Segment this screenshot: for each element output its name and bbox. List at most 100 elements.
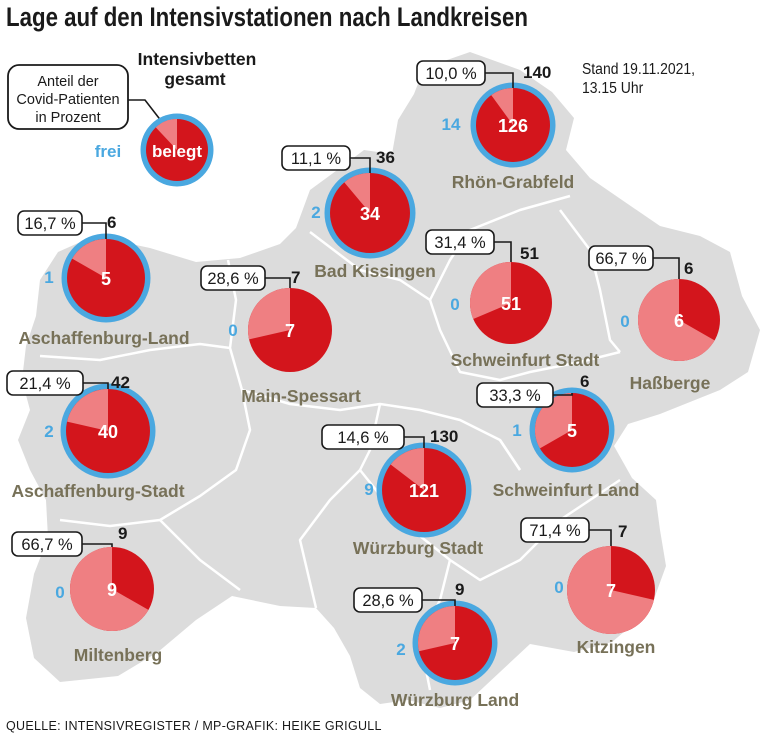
beds-free: 14 [442, 115, 461, 134]
district-border [39, 342, 231, 362]
covid-percent-box [520, 517, 590, 543]
covid-percent: 28,6 % [207, 270, 259, 288]
district-name: Schweinfurt Land [493, 480, 640, 500]
district-main-spessart: 28,6 % 7 7 0 Main-Spessart [200, 265, 361, 406]
date-stamp-line-2: 13.15 Uhr [582, 80, 644, 97]
leader-line [553, 393, 573, 396]
district-border [559, 209, 621, 353]
covid-percent: 33,3 % [489, 387, 541, 405]
date-stamp-line-1: Stand 19.11.2021, [582, 61, 695, 78]
legend-box-text: Covid-Patienten [16, 92, 119, 108]
district-name: Bad Kissingen [314, 261, 436, 281]
covid-percent-box [353, 587, 423, 613]
leader-line [350, 157, 371, 173]
pie-covid-slice [390, 448, 424, 490]
covid-percent-box [588, 245, 654, 271]
beds-occupied: 51 [501, 294, 521, 314]
pie-covid-slice [247, 288, 290, 340]
district-schweinfurt-land: 33,3 % 6 5 1 Schweinfurt Land [476, 372, 640, 500]
covid-percent-box [200, 265, 266, 291]
beds-occupied: 5 [101, 269, 111, 289]
beds-occupied: 126 [498, 116, 528, 136]
beds-total: 7 [291, 268, 300, 287]
district-rhön-grabfeld: 10,0 % 140 126 14 Rhön-Grabfeld [416, 60, 575, 192]
covid-percent: 71,4 % [529, 522, 581, 540]
district-name: Würzburg Stadt [353, 538, 483, 558]
leader-line [82, 543, 113, 547]
beds-occupied: 7 [450, 634, 460, 654]
district-kitzingen: 71,4 % 7 7 0 Kitzingen [520, 517, 655, 657]
district-name: Aschaffenburg-Land [18, 328, 189, 348]
covid-percent: 11,1 % [291, 150, 341, 168]
legend-title: Intensivbetten [138, 49, 257, 69]
covid-percent: 31,4 % [434, 234, 486, 252]
covid-percent-box [321, 424, 405, 450]
legend-box-text: Anteil der [37, 74, 98, 90]
pie-covid-slice [417, 606, 455, 652]
district-würzburg-stadt: 14,6 % 130 121 9 Würzburg Stadt [321, 424, 483, 558]
pie-covid-slice [638, 279, 715, 361]
beds-free: 2 [311, 203, 320, 222]
covid-percent-box [425, 229, 495, 255]
covid-percent-box [11, 531, 83, 557]
district-bad-kissingen: 11,1 % 36 34 2 Bad Kissingen [281, 145, 436, 281]
covid-percent-box [416, 60, 486, 86]
beds-free: 9 [364, 480, 373, 499]
district-haßberge: 66,7 % 6 6 0 Haßberge [588, 245, 720, 393]
pie-covid-slice [70, 547, 149, 631]
district-schweinfurt-stadt: 31,4 % 51 51 0 Schweinfurt Stadt [425, 229, 600, 370]
beds-total: 130 [430, 427, 458, 446]
beds-free: 0 [620, 312, 629, 331]
beds-free: 2 [44, 422, 53, 441]
district-name: Haßberge [630, 373, 711, 393]
beds-total: 51 [520, 244, 539, 263]
leader-line [485, 72, 514, 88]
district-name: Miltenberg [74, 645, 162, 665]
legend-free-label: frei [95, 142, 121, 161]
leader-line [589, 529, 612, 546]
district-border [309, 231, 621, 382]
district-aschaffenburg-land: 16,7 % 6 5 1 Aschaffenburg-Land [17, 210, 190, 348]
beds-total: 6 [580, 372, 589, 391]
leader-line [83, 382, 109, 389]
covid-percent: 10,0 % [425, 65, 477, 83]
beds-total: 7 [618, 522, 627, 541]
legend-title: gesamt [164, 69, 225, 89]
beds-free: 0 [450, 295, 459, 314]
legend-occupied-label: belegt [152, 142, 202, 161]
leader-line [422, 599, 456, 606]
beds-total: 140 [523, 63, 551, 82]
beds-occupied: 7 [285, 321, 295, 341]
beds-occupied: 6 [674, 311, 684, 331]
covid-percent-box [281, 145, 351, 171]
leader-line [265, 277, 291, 288]
covid-percent: 66,7 % [21, 536, 73, 554]
beds-total: 6 [107, 213, 116, 232]
covid-percent-box [17, 210, 83, 236]
district-name: Würzburg Land [391, 690, 519, 710]
covid-percent-box [6, 370, 84, 396]
beds-total: 9 [455, 580, 464, 599]
district-aschaffenburg-stadt: 21,4 % 42 40 2 Aschaffenburg-Stadt [6, 370, 185, 501]
region-shape [18, 52, 760, 708]
source-note: QUELLE: INTENSIVREGISTER / MP-GRAFIK: HE… [6, 719, 382, 733]
beds-total: 6 [684, 259, 693, 278]
beds-free: 1 [512, 421, 521, 440]
leader-line [404, 436, 425, 448]
chart-title: Lage auf den Intensivstationen nach Land… [6, 2, 528, 32]
district-border [159, 519, 241, 591]
pie-covid-slice [491, 88, 513, 125]
covid-percent-box [476, 382, 554, 408]
covid-percent: 28,6 % [362, 592, 414, 610]
district-name: Rhön-Grabfeld [452, 172, 575, 192]
beds-occupied: 121 [409, 481, 439, 501]
pie-covid-slice [469, 262, 511, 320]
covid-percent: 14,6 % [337, 429, 389, 447]
covid-percent: 66,7 % [595, 250, 647, 268]
beds-total: 36 [376, 148, 395, 167]
date-stamp: Stand 19.11.2021, 13.15 Uhr [582, 60, 695, 98]
beds-total: 9 [118, 524, 127, 543]
beds-free: 0 [55, 583, 64, 602]
pie-covid-slice [72, 239, 106, 278]
